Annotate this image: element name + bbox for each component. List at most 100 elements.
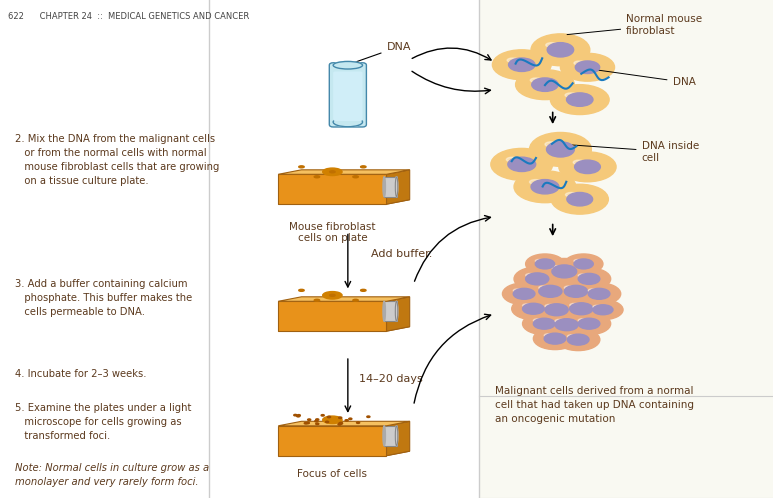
Ellipse shape bbox=[294, 414, 297, 416]
Ellipse shape bbox=[530, 78, 542, 82]
Ellipse shape bbox=[314, 176, 319, 178]
Ellipse shape bbox=[558, 297, 604, 321]
Ellipse shape bbox=[338, 424, 341, 425]
Ellipse shape bbox=[509, 58, 535, 71]
Ellipse shape bbox=[547, 142, 574, 157]
Ellipse shape bbox=[564, 254, 603, 274]
Text: 4. Incubate for 2–3 weeks.: 4. Incubate for 2–3 weeks. bbox=[15, 369, 147, 378]
Ellipse shape bbox=[322, 168, 342, 175]
Polygon shape bbox=[278, 301, 386, 331]
Ellipse shape bbox=[514, 171, 576, 203]
Text: DNA inside
cell: DNA inside cell bbox=[567, 141, 699, 163]
Ellipse shape bbox=[567, 93, 593, 106]
Polygon shape bbox=[278, 421, 410, 426]
Polygon shape bbox=[278, 451, 410, 456]
Ellipse shape bbox=[305, 422, 308, 424]
Ellipse shape bbox=[553, 279, 599, 303]
Ellipse shape bbox=[508, 157, 536, 171]
Polygon shape bbox=[384, 426, 397, 446]
Ellipse shape bbox=[315, 423, 318, 425]
Ellipse shape bbox=[523, 313, 566, 335]
Ellipse shape bbox=[306, 422, 309, 424]
FancyBboxPatch shape bbox=[333, 71, 363, 121]
Polygon shape bbox=[278, 327, 410, 331]
Ellipse shape bbox=[298, 415, 301, 416]
Ellipse shape bbox=[578, 318, 600, 329]
Ellipse shape bbox=[383, 301, 386, 321]
Polygon shape bbox=[386, 421, 410, 456]
Ellipse shape bbox=[516, 70, 574, 100]
Text: Mouse fibroblast
cells on plate: Mouse fibroblast cells on plate bbox=[289, 222, 376, 243]
Polygon shape bbox=[278, 170, 410, 174]
Ellipse shape bbox=[544, 334, 553, 337]
Ellipse shape bbox=[588, 288, 610, 299]
Ellipse shape bbox=[349, 418, 352, 420]
Ellipse shape bbox=[395, 301, 398, 321]
Ellipse shape bbox=[339, 417, 342, 418]
FancyBboxPatch shape bbox=[0, 0, 209, 498]
Ellipse shape bbox=[502, 283, 546, 305]
Ellipse shape bbox=[514, 267, 560, 291]
Ellipse shape bbox=[574, 61, 585, 65]
Ellipse shape bbox=[539, 285, 562, 297]
Ellipse shape bbox=[560, 53, 615, 81]
Ellipse shape bbox=[555, 319, 578, 331]
Ellipse shape bbox=[360, 166, 366, 168]
Ellipse shape bbox=[539, 286, 548, 289]
Ellipse shape bbox=[339, 423, 342, 424]
Ellipse shape bbox=[395, 426, 398, 446]
Ellipse shape bbox=[570, 303, 579, 307]
Ellipse shape bbox=[544, 333, 566, 344]
Ellipse shape bbox=[531, 180, 559, 194]
Text: Normal mouse
fibroblast: Normal mouse fibroblast bbox=[567, 14, 702, 36]
Ellipse shape bbox=[567, 192, 593, 206]
Ellipse shape bbox=[578, 319, 587, 322]
Ellipse shape bbox=[329, 294, 335, 296]
Ellipse shape bbox=[545, 142, 557, 147]
Polygon shape bbox=[386, 297, 410, 331]
Ellipse shape bbox=[526, 273, 535, 277]
Ellipse shape bbox=[547, 43, 574, 57]
Ellipse shape bbox=[297, 415, 300, 417]
Ellipse shape bbox=[574, 259, 594, 269]
Ellipse shape bbox=[356, 422, 359, 423]
Ellipse shape bbox=[533, 298, 580, 322]
Ellipse shape bbox=[530, 132, 591, 166]
Ellipse shape bbox=[526, 273, 549, 285]
Ellipse shape bbox=[575, 61, 600, 74]
Ellipse shape bbox=[545, 304, 568, 316]
Ellipse shape bbox=[308, 419, 311, 420]
Ellipse shape bbox=[535, 259, 543, 262]
Ellipse shape bbox=[512, 298, 555, 320]
Text: Note: Normal cells in culture grow as a
monolayer and very rarely form foci.: Note: Normal cells in culture grow as a … bbox=[15, 463, 209, 487]
Ellipse shape bbox=[559, 152, 616, 182]
Ellipse shape bbox=[352, 299, 358, 301]
Ellipse shape bbox=[567, 313, 611, 335]
Ellipse shape bbox=[367, 416, 370, 417]
Ellipse shape bbox=[523, 303, 544, 314]
Ellipse shape bbox=[315, 419, 318, 420]
Ellipse shape bbox=[322, 416, 342, 423]
Ellipse shape bbox=[345, 420, 348, 421]
Polygon shape bbox=[278, 297, 410, 301]
Text: Malignant cells derived from a normal
cell that had taken up DNA containing
an o: Malignant cells derived from a normal ce… bbox=[495, 386, 693, 424]
Text: 5. Examine the plates under a light
   microscope for cells growing as
   transf: 5. Examine the plates under a light micr… bbox=[15, 403, 192, 441]
Ellipse shape bbox=[574, 160, 601, 173]
Ellipse shape bbox=[567, 268, 611, 290]
Ellipse shape bbox=[535, 259, 555, 269]
Ellipse shape bbox=[555, 319, 564, 323]
Ellipse shape bbox=[298, 166, 304, 168]
Ellipse shape bbox=[360, 289, 366, 291]
Ellipse shape bbox=[543, 313, 590, 337]
Ellipse shape bbox=[565, 93, 577, 97]
Text: 2. Mix the DNA from the malignant cells
   or from the normal cells with normal
: 2. Mix the DNA from the malignant cells … bbox=[15, 134, 220, 186]
Polygon shape bbox=[384, 301, 397, 321]
Ellipse shape bbox=[325, 421, 329, 423]
Ellipse shape bbox=[339, 422, 342, 424]
Ellipse shape bbox=[531, 34, 590, 66]
Polygon shape bbox=[278, 426, 386, 456]
Ellipse shape bbox=[566, 192, 577, 197]
Ellipse shape bbox=[578, 273, 600, 284]
Text: 622      CHAPTER 24  ::  MEDICAL GENETICS AND CANCER: 622 CHAPTER 24 :: MEDICAL GENETICS AND C… bbox=[8, 12, 249, 21]
Ellipse shape bbox=[527, 279, 574, 303]
